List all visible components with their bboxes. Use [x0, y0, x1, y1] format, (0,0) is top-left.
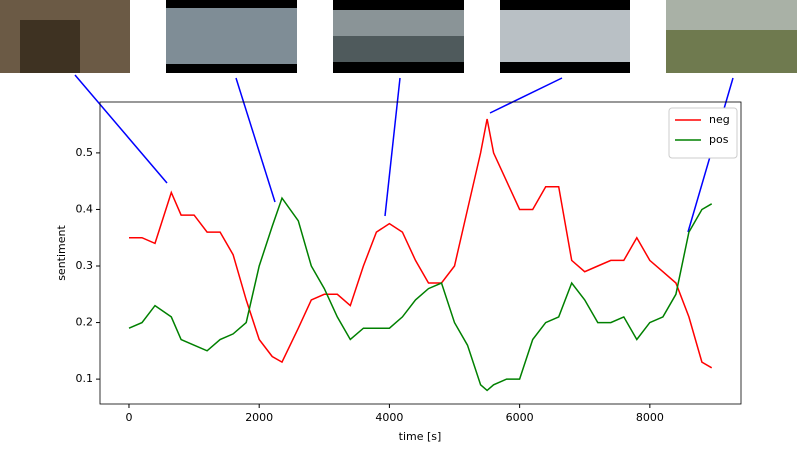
thumbnail-scene	[500, 10, 630, 62]
connector	[489, 77, 563, 114]
x-axis-label: time [s]	[399, 430, 442, 443]
x-tick-label: 8000	[636, 411, 664, 424]
connector	[74, 74, 168, 184]
legend-label: neg	[709, 113, 730, 126]
legend-label: pos	[709, 133, 729, 146]
axes-frame	[99, 101, 742, 405]
x-tick-label: 6000	[506, 411, 534, 424]
y-tick-label: 0.4	[76, 202, 94, 215]
series-line	[128, 196, 713, 392]
connector	[235, 77, 276, 203]
thumbnail-figure	[20, 20, 80, 73]
plot: 0 2000 4000 6000 8000 0.1 0.2 0.3 0.4 0.5 neg pos	[76, 101, 742, 424]
connector	[384, 77, 401, 217]
connectors	[74, 74, 734, 233]
x-tick-label: 0	[125, 411, 132, 424]
thumbnail-sky	[666, 0, 797, 30]
y-tick-label: 0.1	[76, 372, 94, 385]
series-line	[129, 118, 713, 369]
x-tick-label: 4000	[375, 411, 403, 424]
thumbnails	[0, 0, 797, 73]
x-tick-label: 2000	[245, 411, 273, 424]
y-tick-label: 0.3	[76, 259, 94, 272]
y-tick-label: 0.5	[76, 146, 94, 159]
thumbnail-sea	[333, 36, 464, 62]
thumbnail-scene	[166, 8, 297, 64]
y-tick-label: 0.2	[76, 316, 94, 329]
y-axis-label: sentiment	[55, 225, 68, 281]
